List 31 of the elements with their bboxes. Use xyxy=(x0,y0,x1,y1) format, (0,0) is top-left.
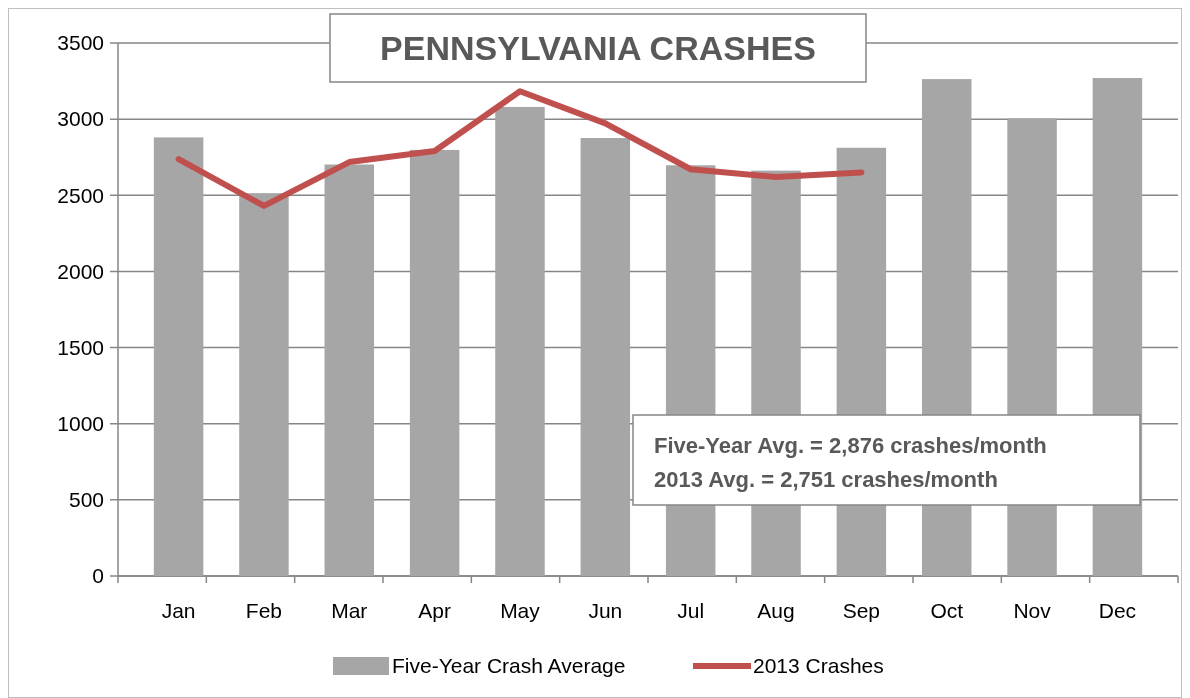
y-tick-label: 3000 xyxy=(57,107,104,131)
x-tick-label: Jun xyxy=(588,599,623,622)
annotation: Five-Year Avg. = 2,876 crashes/month xyxy=(654,433,1047,458)
x-tick-label: May xyxy=(500,599,541,622)
y-tick-label: 0 xyxy=(92,564,104,588)
bar xyxy=(324,164,375,576)
x-tick-label: Apr xyxy=(418,599,451,622)
y-tick-label: 500 xyxy=(68,488,104,512)
x-tick-label: Mar xyxy=(331,599,368,622)
y-tick-label: 1500 xyxy=(57,335,104,359)
annotation: 2013 Avg. = 2,751 crashes/month xyxy=(654,467,998,492)
x-tick-label: Oct xyxy=(930,599,964,622)
y-tick-label: 3500 xyxy=(57,31,104,55)
x-tick-label: Sep xyxy=(842,599,881,622)
bar xyxy=(239,193,289,576)
y-tick-label: 2500 xyxy=(57,183,104,207)
bar xyxy=(409,149,460,576)
bar xyxy=(495,106,545,576)
legend-label: Five-Year Crash Average xyxy=(392,654,626,678)
x-tick-label: Dec xyxy=(1098,599,1137,622)
y-tick-label: 1000 xyxy=(57,412,104,436)
y-tick-label: 2000 xyxy=(57,259,104,283)
x-tick-label: Jul xyxy=(677,599,705,622)
bar xyxy=(580,138,631,576)
legend-label: 2013 Crashes xyxy=(753,654,884,678)
bar xyxy=(153,137,204,576)
x-tick-label: Nov xyxy=(1013,599,1052,622)
chart-title: PENNSYLVANIA CRASHES xyxy=(380,29,816,67)
x-tick-label: Aug xyxy=(757,599,795,622)
x-tick-label: Feb xyxy=(245,599,283,622)
x-tick-label: Jan xyxy=(161,599,196,622)
